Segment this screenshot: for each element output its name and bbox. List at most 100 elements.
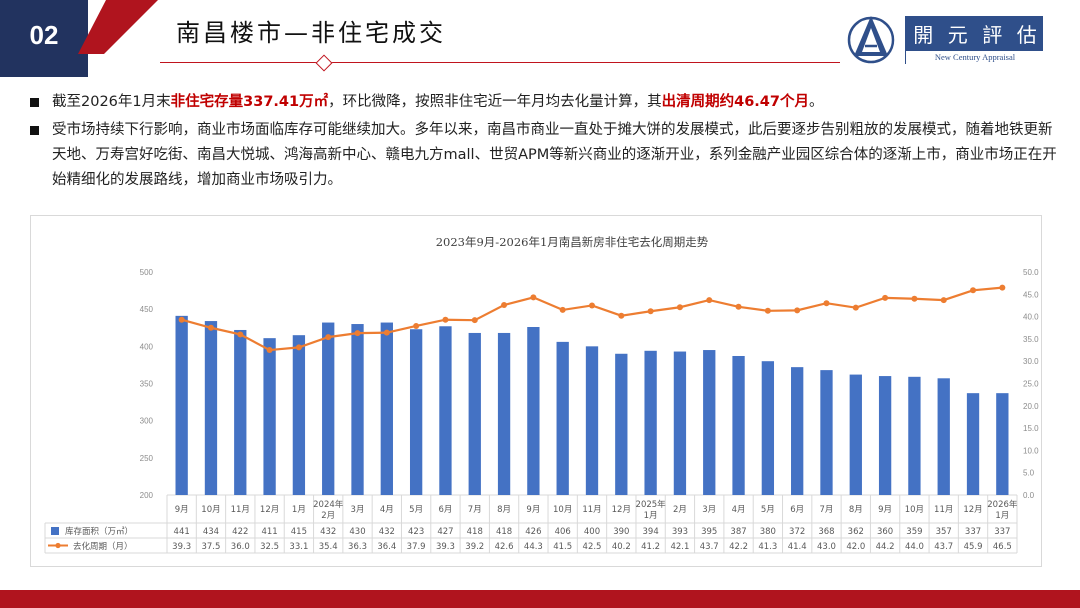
point-cycle xyxy=(501,302,508,309)
logo-chinese-text: 開 元 評 估 xyxy=(913,23,1037,47)
section-badge xyxy=(0,0,88,77)
point-cycle xyxy=(676,304,683,311)
data-label-cycle: 35.4 xyxy=(319,542,338,552)
x-tick-label: 6月 xyxy=(438,505,452,515)
data-label-cycle: 42.1 xyxy=(670,542,689,552)
y-left-tick-label: 400 xyxy=(140,342,154,351)
x-tick-label: 8月 xyxy=(497,505,511,515)
bullet-text: 截至2026年1月末非住宅存量337.41万㎡，环比微降，按照非住宅近一年月均去… xyxy=(52,94,824,110)
logo-english-text: New Century Appraisal xyxy=(906,51,1044,64)
bar-stock-area xyxy=(849,374,862,495)
point-cycle xyxy=(823,300,830,307)
data-label-cycle: 33.1 xyxy=(289,542,308,552)
y-right-tick-label: 5.0 xyxy=(1023,469,1035,478)
point-cycle xyxy=(647,308,654,315)
point-cycle xyxy=(794,307,801,314)
x-tick-label: 11月 xyxy=(582,505,601,515)
data-label-cycle: 42.5 xyxy=(583,542,602,552)
point-cycle xyxy=(764,307,771,314)
y-left-tick-label: 250 xyxy=(140,454,154,463)
data-label-stock: 432 xyxy=(320,527,336,537)
y-right-tick-label: 45.0 xyxy=(1023,290,1039,299)
y-right-tick-label: 25.0 xyxy=(1023,380,1039,389)
bullet-text: 受市场持续下行影响，商业市场面临库存可能继续加大。多年以来，南昌市商业一直处于摊… xyxy=(52,122,1057,188)
point-cycle xyxy=(706,297,713,304)
x-tick-label: 10月 xyxy=(905,505,924,515)
data-label-stock: 362 xyxy=(848,527,864,537)
x-tick-label: 6月 xyxy=(790,505,804,515)
y-right-tick-label: 50.0 xyxy=(1023,268,1039,277)
data-label-stock: 423 xyxy=(408,527,424,537)
data-label-cycle: 41.2 xyxy=(641,542,660,552)
data-label-cycle: 43.0 xyxy=(817,542,836,552)
data-label-cycle: 44.2 xyxy=(876,542,895,552)
bar-stock-area xyxy=(439,326,452,495)
bar-stock-area xyxy=(292,335,306,495)
data-label-cycle: 43.7 xyxy=(934,542,953,552)
point-cycle xyxy=(970,287,977,294)
x-tick-label: 2025年 xyxy=(636,499,667,510)
x-tick-label: 10月 xyxy=(553,505,572,515)
x-tick-label: 1月 xyxy=(644,511,658,521)
bar-stock-area xyxy=(234,329,247,495)
bar-stock-area xyxy=(585,346,599,495)
x-tick-label: 3月 xyxy=(351,505,365,515)
point-cycle xyxy=(325,334,332,341)
data-label-stock: 337 xyxy=(994,527,1010,537)
data-label-stock: 394 xyxy=(643,527,659,537)
bar-stock-area xyxy=(937,378,950,495)
y-left-tick-label: 450 xyxy=(140,305,154,314)
section-accent-stripe xyxy=(78,0,158,54)
data-label-stock: 427 xyxy=(437,527,453,537)
data-label-cycle: 44.0 xyxy=(905,542,924,552)
data-label-cycle: 36.3 xyxy=(348,542,367,552)
bar-stock-area xyxy=(615,353,628,495)
x-tick-label: 9月 xyxy=(878,505,892,515)
bar-stock-area xyxy=(322,322,335,495)
bar-stock-area xyxy=(204,321,218,495)
point-cycle xyxy=(354,330,361,337)
point-cycle xyxy=(882,294,889,301)
data-label-stock: 430 xyxy=(349,527,365,537)
legend-label-stock: 库存面积（万㎡） xyxy=(65,526,133,537)
data-label-stock: 360 xyxy=(877,527,893,537)
x-tick-label: 7月 xyxy=(468,505,482,515)
bullet-square-icon xyxy=(30,126,39,135)
y-right-tick-label: 35.0 xyxy=(1023,335,1039,344)
title-underline xyxy=(160,62,840,63)
point-cycle xyxy=(442,316,449,323)
data-label-cycle: 39.3 xyxy=(172,542,191,552)
summary-bullets: 截至2026年1月末非住宅存量337.41万㎡，环比微降，按照非住宅近一年月均去… xyxy=(30,90,1060,196)
company-emblem-icon xyxy=(847,16,895,64)
point-cycle xyxy=(735,303,742,310)
point-cycle xyxy=(237,331,244,338)
data-label-cycle: 44.3 xyxy=(524,542,543,552)
data-label-stock: 359 xyxy=(906,527,922,537)
page-title: 南昌楼市—非住宅成交 xyxy=(176,19,446,47)
chart-title: 2023年9月-2026年1月南昌新房非住宅去化周期走势 xyxy=(436,235,709,249)
x-tick-label: 11月 xyxy=(934,505,953,515)
point-cycle xyxy=(178,316,185,323)
bar-stock-area xyxy=(966,393,980,495)
highlight-stock: 非住宅存量337.41万㎡ xyxy=(170,94,329,110)
data-label-stock: 395 xyxy=(701,527,717,537)
point-cycle xyxy=(530,294,537,301)
data-label-stock: 406 xyxy=(555,527,571,537)
data-label-cycle: 42.6 xyxy=(495,542,514,552)
bullet-item: 受市场持续下行影响，商业市场面临库存可能继续加大。多年以来，南昌市商业一直处于摊… xyxy=(30,118,1060,193)
x-tick-label: 5月 xyxy=(761,505,775,515)
legend-key-stock xyxy=(51,527,59,535)
x-tick-label: 5月 xyxy=(409,505,423,515)
bar-stock-area xyxy=(351,324,364,495)
data-label-cycle: 41.4 xyxy=(788,542,807,552)
data-label-cycle: 45.9 xyxy=(964,542,983,552)
x-tick-label: 8月 xyxy=(849,505,863,515)
y-right-tick-label: 10.0 xyxy=(1023,446,1039,455)
data-label-stock: 357 xyxy=(936,527,952,537)
y-right-tick-label: 20.0 xyxy=(1023,402,1039,411)
y-left-tick-label: 350 xyxy=(140,380,154,389)
point-cycle xyxy=(911,295,918,302)
data-label-stock: 337 xyxy=(965,527,981,537)
point-cycle xyxy=(413,322,420,329)
data-label-cycle: 42.0 xyxy=(846,542,865,552)
